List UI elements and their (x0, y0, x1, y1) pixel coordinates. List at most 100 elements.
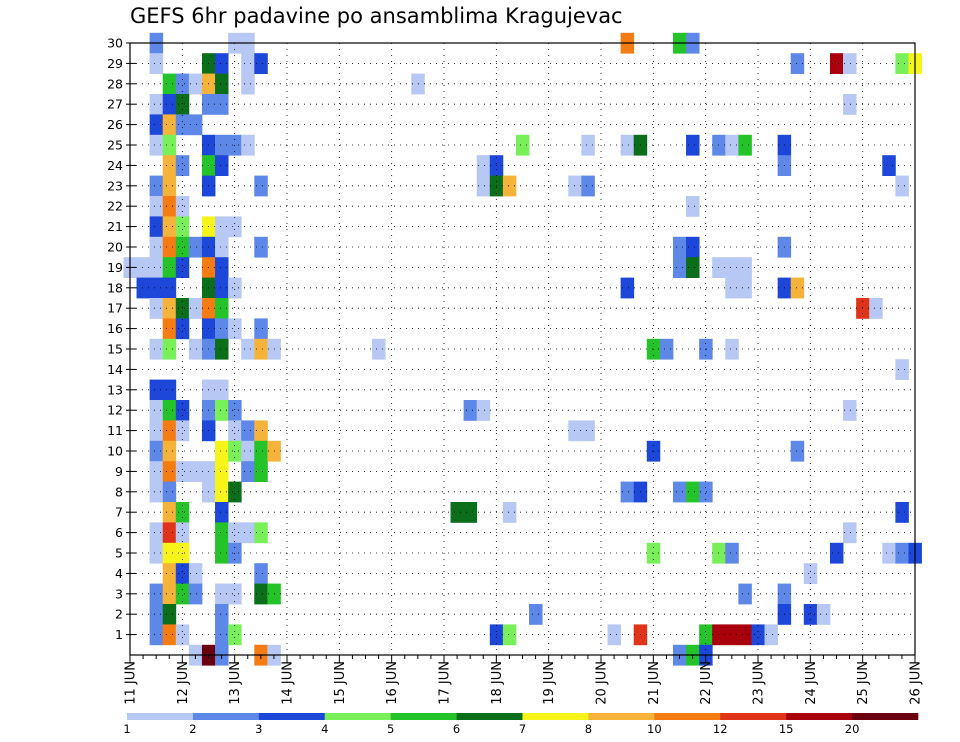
heatmap-cell (895, 359, 909, 380)
heatmap-cell (228, 583, 242, 605)
heatmap-cell (188, 461, 203, 482)
x-tick-label: 18 JUN (490, 661, 505, 705)
x-tick-label: 13 JUN (228, 661, 243, 705)
heatmap-cell (254, 318, 268, 340)
colorbar-swatch (192, 713, 260, 720)
colorbar-label: 1 (123, 722, 130, 736)
y-tick-label: 20 (107, 240, 123, 255)
colorbar-label: 15 (779, 722, 794, 736)
heatmap-cell (175, 563, 190, 584)
x-tick-label: 15 JUN (333, 661, 348, 705)
heatmap-cell (254, 338, 268, 360)
heatmap-cell (149, 338, 164, 360)
heatmap-cell (188, 298, 203, 319)
heatmap-cell (672, 236, 687, 258)
heatmap-cell (672, 481, 687, 503)
heatmap-cell (162, 563, 177, 584)
x-tick-label: 20 JUN (595, 661, 610, 705)
heatmap-cell (149, 624, 164, 646)
colorbar-swatch (720, 713, 787, 720)
heatmap-cell (162, 175, 177, 197)
heatmap-cell (228, 216, 242, 238)
y-tick-label: 29 (107, 56, 123, 71)
y-tick-label: 28 (107, 76, 123, 91)
heatmap-cell (162, 73, 177, 95)
heatmap-cell (241, 73, 255, 95)
heatmap-cell (228, 481, 242, 503)
heatmap-cell (162, 379, 177, 401)
heatmap-cell (162, 522, 177, 544)
heatmap-cell (162, 134, 177, 156)
colorbar-swatch (324, 713, 391, 720)
y-tick-label: 13 (107, 382, 123, 397)
x-tick-label: 23 JUN (752, 661, 767, 705)
heatmap-cell (149, 583, 164, 605)
y-tick-label: 23 (107, 178, 123, 193)
x-tick-label: 16 JUN (385, 661, 400, 705)
colorbar: 1 2 3 4 5 6 7 8 10 12 15 20 (123, 713, 919, 736)
heatmap-cell (162, 604, 177, 625)
chart-title: GEFS 6hr padavine po ansamblima Kragujev… (130, 4, 623, 28)
heatmap-cell (738, 134, 752, 156)
x-tick-label: 17 JUN (438, 661, 453, 705)
heatmap-cell (568, 175, 582, 197)
heatmap-cell (738, 257, 752, 278)
y-tick-label: 22 (107, 199, 123, 214)
heatmap-cell (254, 461, 268, 482)
x-axis: 11 JUN 12 JUN 13 JUN 14 JUN 15 JUN 16 JUN 17 J… (124, 655, 924, 705)
heatmap-cell (843, 400, 857, 421)
heatmap-cell (672, 257, 687, 278)
heatmap-cell (149, 298, 164, 319)
heatmap-cell (175, 298, 190, 319)
heatmap-cell (725, 134, 739, 156)
heatmap-cell (149, 522, 164, 544)
heatmap-cell (228, 318, 242, 340)
heatmap-cell (149, 400, 164, 421)
heatmap-cell (829, 542, 844, 564)
heatmap-cell (215, 522, 229, 544)
y-tick-label: 30 (107, 36, 123, 51)
heatmap-cell (882, 542, 896, 564)
heatmap-cell (162, 583, 177, 605)
heatmap-cell (188, 563, 203, 584)
heatmap-cell (175, 94, 190, 115)
heatmap-cell (725, 277, 739, 299)
heatmap-cell (515, 134, 530, 156)
heatmap-cell (450, 502, 465, 523)
heatmap-cell (175, 114, 190, 136)
heatmap-cell (162, 440, 177, 462)
y-tick-label: 21 (107, 219, 123, 234)
y-tick-label: 3 (115, 586, 123, 601)
heatmap-cell (476, 400, 491, 421)
heatmap-cell (254, 522, 268, 544)
heatmap-cell (659, 338, 674, 360)
heatmap-cell (136, 257, 151, 278)
heatmap-cell (188, 583, 203, 605)
heatmap-cell (699, 481, 713, 503)
heatmap-cell (162, 624, 177, 646)
heatmap-cell (175, 420, 190, 442)
colorbar-swatch (127, 713, 194, 720)
heatmap-cell (215, 94, 229, 115)
heatmap-cell (254, 440, 268, 462)
heatmap-cell (215, 440, 229, 462)
heatmap-cell (215, 542, 229, 564)
y-tick-label: 8 (115, 484, 123, 499)
heatmap-cell (463, 400, 478, 421)
heatmap-cell (228, 522, 242, 544)
heatmap-cell (725, 624, 739, 646)
heatmap-cell (254, 236, 268, 258)
colorbar-label: 12 (713, 722, 728, 736)
heatmap-cell (215, 53, 229, 74)
heatmap-cell (228, 400, 242, 421)
heatmap-cell (215, 216, 229, 238)
heatmap-cell (188, 236, 203, 258)
y-tick-label: 4 (115, 566, 123, 581)
heatmap-cell (686, 196, 700, 217)
y-tick-label: 9 (115, 464, 123, 479)
x-tick-label: 24 JUN (804, 661, 819, 705)
heatmap-cell (829, 53, 844, 74)
heatmap-cell (228, 624, 242, 646)
heatmap-cell (149, 440, 164, 462)
heatmap-cell (149, 53, 164, 74)
